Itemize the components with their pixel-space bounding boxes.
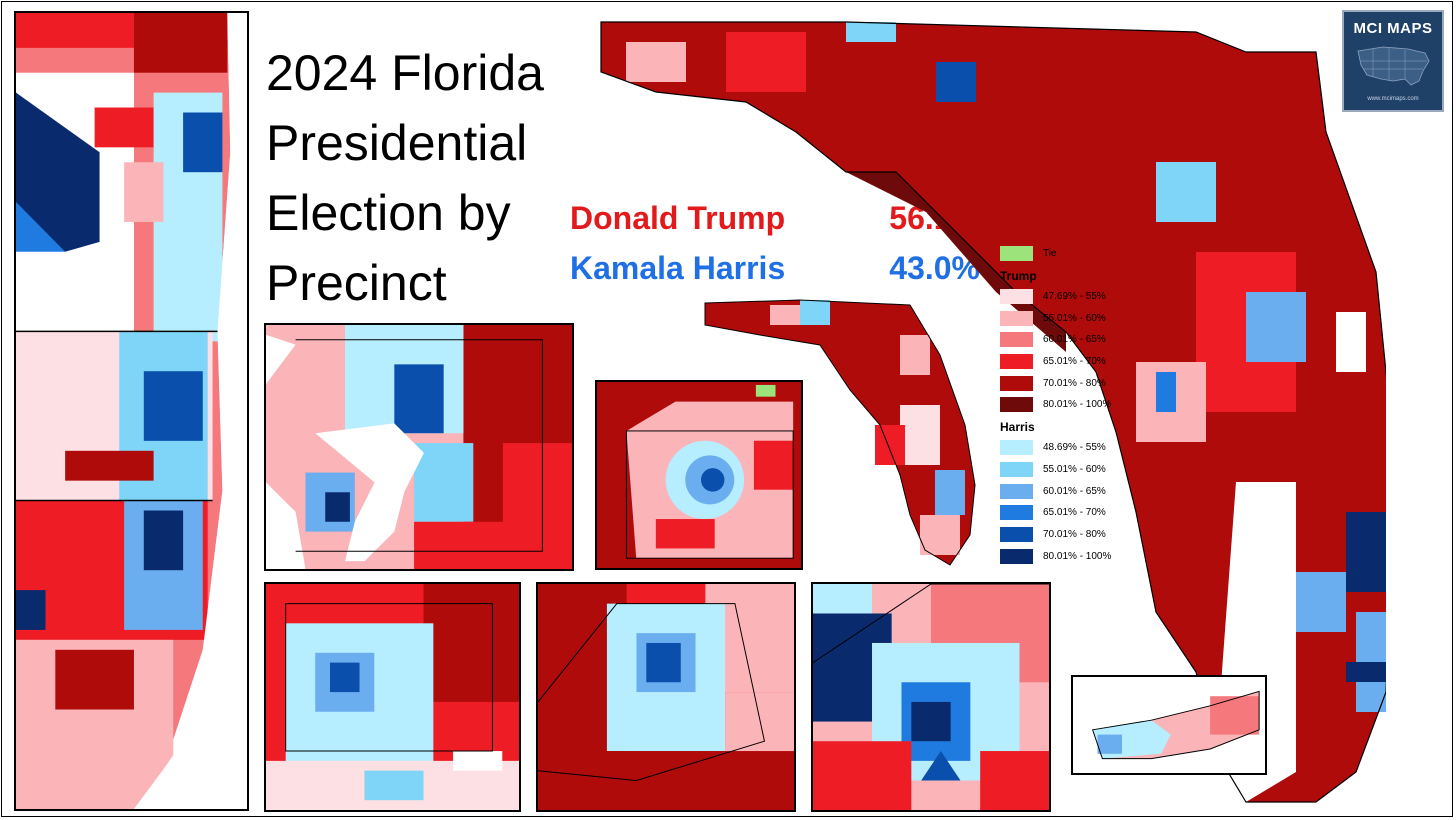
legend-item: 65.01% - 70%: [1000, 502, 1140, 524]
result-harris: Kamala Harris 43.0%: [570, 250, 980, 287]
logo-url: www.mcimaps.com: [1367, 96, 1419, 102]
legend-item: 65.01% - 70%: [1000, 351, 1140, 373]
legend-label: 47.69% - 55%: [1043, 291, 1106, 303]
legend-label: 48.69% - 55%: [1043, 442, 1106, 454]
legend-label: 55.01% - 60%: [1043, 463, 1106, 475]
inset-keys: [1071, 675, 1267, 775]
legend-heading-trump: Trump: [1000, 268, 1037, 283]
legend-label: 60.01% - 65%: [1043, 334, 1106, 346]
legend-swatch: [1000, 483, 1033, 499]
legend-item: 60.01% - 65%: [1000, 329, 1140, 351]
legend-label: 70.01% - 80%: [1043, 377, 1106, 389]
legend-label: Tie: [1043, 248, 1057, 260]
legend-item: 80.01% - 100%: [1000, 394, 1140, 416]
us-map-icon: [1357, 46, 1430, 86]
candidate-name-trump: Donald Trump: [570, 200, 786, 236]
legend-swatch: [1000, 526, 1033, 542]
inset-orlando: [536, 582, 796, 812]
legend-item: 80.01% - 100%: [1000, 545, 1140, 567]
inset-gainesville: [595, 380, 803, 570]
legend-swatch: [1000, 246, 1033, 262]
legend-swatch: [1000, 397, 1033, 413]
legend-label: 70.01% - 80%: [1043, 528, 1106, 540]
title-line: Election by: [266, 185, 511, 241]
title-line: 2024 Florida: [266, 45, 544, 101]
legend: Tie Trump 47.69% - 55% 55.01% - 60% 60.0…: [1000, 243, 1140, 567]
title-line: Presidential: [266, 115, 528, 171]
legend-swatch: [1000, 461, 1033, 477]
legend-item: 47.69% - 55%: [1000, 286, 1140, 308]
legend-label: 60.01% - 65%: [1043, 485, 1106, 497]
legend-swatch: [1000, 548, 1033, 564]
legend-item: 60.01% - 65%: [1000, 480, 1140, 502]
legend-swatch: [1000, 505, 1033, 521]
florida-county-map: [704, 299, 976, 566]
logo-title: MCI MAPS: [1353, 20, 1433, 37]
legend-label: 55.01% - 60%: [1043, 312, 1106, 324]
legend-item: 55.01% - 60%: [1000, 459, 1140, 481]
legend-swatch: [1000, 375, 1033, 391]
legend-label: 65.01% - 70%: [1043, 507, 1106, 519]
title-line: Precinct: [266, 255, 447, 311]
legend-swatch: [1000, 440, 1033, 456]
legend-tie: Tie: [1000, 243, 1140, 265]
legend-item: 48.69% - 55%: [1000, 437, 1140, 459]
legend-heading-harris: Harris: [1000, 419, 1035, 434]
legend-item: 70.01% - 80%: [1000, 524, 1140, 546]
candidate-name-harris: Kamala Harris: [570, 250, 786, 286]
inset-tampa-bay: [264, 323, 574, 571]
legend-label: 80.01% - 100%: [1043, 550, 1112, 562]
inset-southeast-coast: [14, 11, 249, 811]
legend-swatch: [1000, 310, 1033, 326]
map-title: 2024 Florida Presidential Election by Pr…: [266, 38, 544, 318]
legend-swatch: [1000, 332, 1033, 348]
legend-item: 55.01% - 60%: [1000, 307, 1140, 329]
legend-item: 70.01% - 80%: [1000, 372, 1140, 394]
mci-maps-logo: MCI MAPS www.mcimaps.com: [1342, 10, 1444, 112]
inset-jacksonville: [811, 582, 1051, 812]
legend-swatch: [1000, 354, 1033, 370]
inset-tallahassee: [264, 582, 521, 812]
legend-label: 65.01% - 70%: [1043, 356, 1106, 368]
legend-swatch: [1000, 289, 1033, 305]
legend-label: 80.01% - 100%: [1043, 399, 1112, 411]
